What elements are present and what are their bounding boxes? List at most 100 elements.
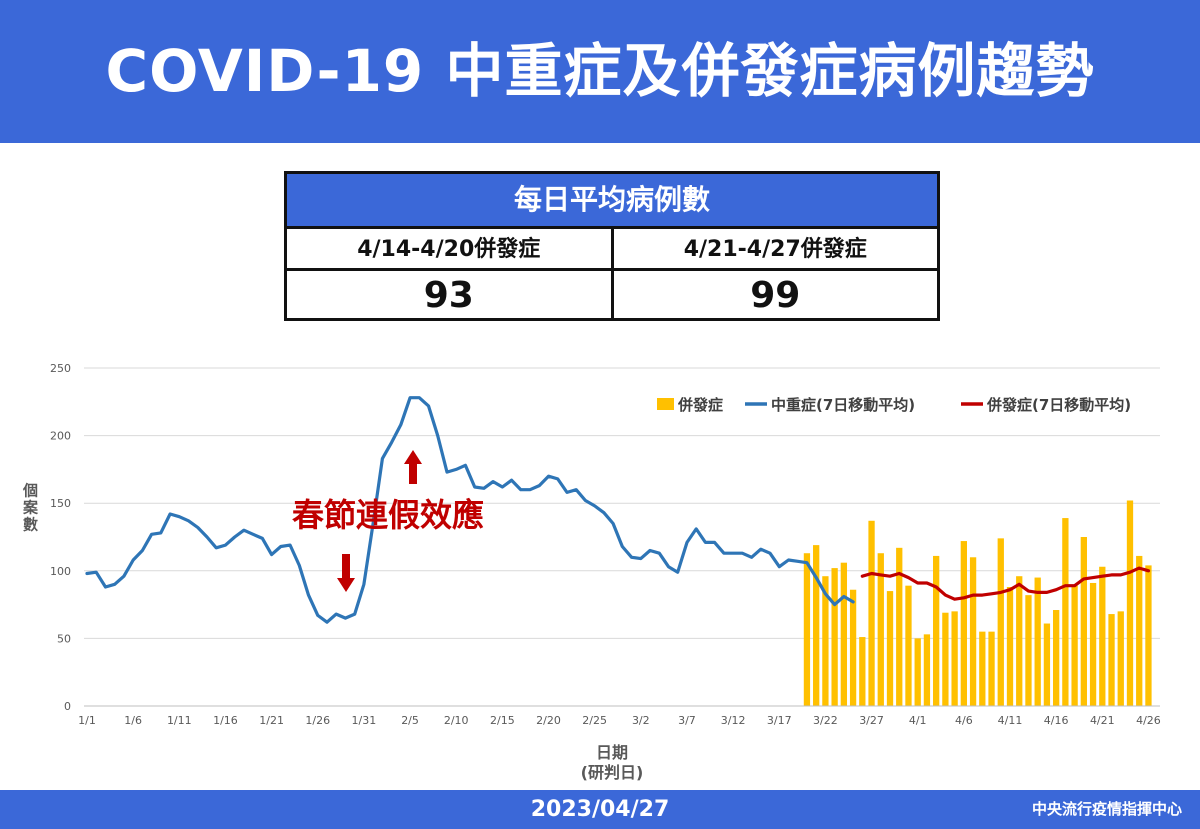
- y-tick-200: 200: [50, 430, 71, 443]
- complication-bar: [969, 557, 977, 706]
- x-tick-label: 1/6: [124, 714, 142, 727]
- x-tick-label: 4/6: [955, 714, 973, 727]
- complication-bar: [1006, 587, 1014, 706]
- complication-bar: [1089, 582, 1097, 706]
- complication-bar: [1071, 585, 1078, 706]
- daily-average-table-title: 每日平均病例數: [287, 174, 937, 229]
- y-tick-150: 150: [50, 497, 71, 510]
- annotation-text: 春節連假效應: [292, 496, 484, 534]
- y-tick-50: 50: [57, 632, 71, 645]
- report-date: 2023/04/27: [530, 797, 670, 822]
- complication-bar: [933, 555, 940, 706]
- complication-bar: [997, 538, 1004, 706]
- x-tick-label: 2/15: [490, 714, 515, 727]
- period-2-label: 4/21-4/27併發症: [610, 229, 937, 271]
- x-tick-label: 1/16: [213, 714, 238, 727]
- legend-label-bar: 併發症: [677, 396, 723, 414]
- complication-bar: [923, 634, 931, 706]
- period-1-value: 93: [423, 275, 474, 316]
- x-tick-label: 3/27: [859, 714, 884, 727]
- x-tick-label: 4/11: [998, 714, 1023, 727]
- complication-bar: [877, 553, 884, 706]
- x-tick-label: 1/21: [259, 714, 284, 727]
- y-tick-0: 0: [64, 700, 71, 713]
- period-2-value: 99: [610, 271, 938, 321]
- complication-bar: [886, 591, 894, 706]
- legend-swatch-bar: [657, 398, 674, 410]
- y-tick-labels: 0 50 100 150 200 250: [50, 362, 71, 713]
- daily-average-label-row: 4/14-4/20併發症 4/21-4/27併發症: [287, 229, 937, 271]
- x-tick-label: 4/26: [1136, 714, 1161, 727]
- complication-bar: [896, 547, 903, 706]
- complication-bar: [803, 553, 811, 706]
- complication-avg-line: [860, 566, 1151, 601]
- legend-label-complication-avg: 併發症(7日移動平均): [986, 396, 1131, 414]
- x-tick-label: 4/1: [909, 714, 927, 727]
- x-axis-label: 日期: [596, 743, 628, 762]
- x-tick-labels: 1/1 1/6 1/11 1/16 1/21 1/26 1/31 2/5 2/10 2/15 2/2…: [78, 714, 1161, 727]
- title-banner: COVID-19 中重症及併發症病例趨勢: [0, 0, 1200, 143]
- y-tick-100: 100: [50, 565, 71, 578]
- complication-bar: [849, 589, 857, 706]
- x-tick-label: 1/26: [305, 714, 330, 727]
- trend-lines: [85, 396, 1151, 624]
- complication-bar: [1136, 555, 1143, 706]
- x-tick-label: 3/17: [767, 714, 792, 727]
- x-tick-label: 3/7: [678, 714, 696, 727]
- x-tick-label: 2/25: [582, 714, 607, 727]
- complication-bar: [840, 562, 848, 706]
- footer-banner: 2023/04/27 中央流行疫情指揮中心: [0, 790, 1200, 829]
- x-tick-label: 1/31: [352, 714, 377, 727]
- complication-bar: [1034, 577, 1041, 706]
- legend: 併發症 中重症(7日移動平均) 併發症(7日移動平均): [657, 396, 1131, 414]
- x-tick-label: 2/10: [444, 714, 469, 727]
- complication-bar: [942, 612, 949, 706]
- y-tick-250: 250: [50, 362, 71, 375]
- complication-bar: [960, 541, 967, 706]
- complication-bar: [1080, 537, 1087, 706]
- complication-bar: [1117, 611, 1124, 706]
- complication-bar: [831, 568, 838, 706]
- complication-bar: [1062, 518, 1069, 706]
- x-tick-label: 2/5: [401, 714, 419, 727]
- complication-bar: [979, 631, 986, 706]
- complication-bar: [813, 545, 820, 706]
- x-tick-label: 3/22: [813, 714, 838, 727]
- complication-bar: [1025, 595, 1032, 706]
- complication-bar: [1053, 610, 1060, 706]
- x-tick-label: 3/12: [721, 714, 746, 727]
- page-title: COVID-19 中重症及併發症病例趨勢: [105, 37, 1095, 105]
- complication-bar: [1108, 614, 1115, 706]
- x-tick-label: 1/11: [167, 714, 192, 727]
- x-tick-label: 4/16: [1044, 714, 1069, 727]
- source-organization: 中央流行疫情指揮中心: [1031, 800, 1182, 818]
- complication-bar: [951, 611, 958, 706]
- complication-bar: [1126, 500, 1134, 706]
- spring-festival-annotation: 春節連假效應: [292, 450, 484, 592]
- complication-bar: [914, 638, 921, 706]
- down-arrow-icon: [337, 554, 355, 592]
- severe-avg-line: [85, 396, 855, 624]
- complication-bar: [1043, 623, 1051, 706]
- complication-bar: [1016, 576, 1023, 706]
- x-tick-label: 2/20: [536, 714, 561, 727]
- up-arrow-icon: [404, 450, 422, 484]
- complication-bar: [905, 585, 912, 706]
- complication-bar: [859, 637, 866, 706]
- legend-label-severe: 中重症(7日移動平均): [771, 396, 915, 414]
- y-axis-label: 個案數: [21, 482, 39, 534]
- x-tick-label: 1/1: [78, 714, 96, 727]
- complication-bar: [1145, 565, 1152, 706]
- complication-bar: [868, 520, 875, 706]
- complication-bar: [988, 631, 995, 706]
- complication-bar: [1099, 566, 1106, 706]
- x-axis-sublabel: (研判日): [581, 763, 644, 782]
- daily-average-table: 每日平均病例數 4/14-4/20併發症 4/21-4/27併發症 93 99: [284, 171, 940, 321]
- daily-average-value-row: 93 99: [287, 271, 937, 321]
- complication-bar: [822, 576, 829, 706]
- x-tick-label: 4/21: [1090, 714, 1115, 727]
- period-1-label: 4/14-4/20併發症: [287, 229, 611, 271]
- complication-bars: [803, 500, 1152, 706]
- x-tick-label: 3/2: [632, 714, 650, 727]
